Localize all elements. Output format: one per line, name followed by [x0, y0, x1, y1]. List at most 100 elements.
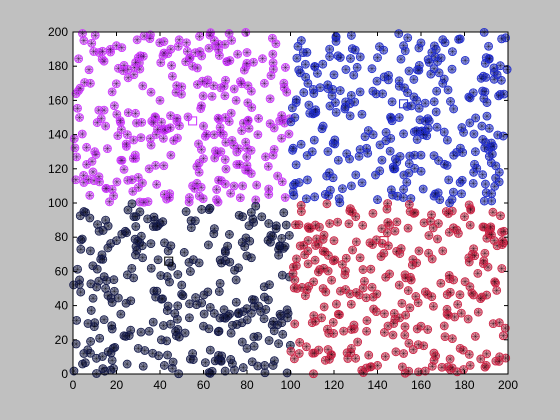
- data-point: [457, 189, 466, 199]
- data-point: [84, 65, 94, 75]
- data-point: [131, 57, 141, 67]
- data-point: [309, 277, 319, 287]
- data-point: [242, 48, 252, 57]
- y-tick-label: 140: [48, 128, 68, 142]
- data-point: [345, 111, 355, 121]
- data-point: [221, 137, 231, 147]
- data-point: [292, 53, 302, 63]
- data-point: [400, 322, 410, 332]
- data-point: [382, 228, 392, 238]
- data-point: [263, 161, 273, 171]
- data-point: [494, 91, 504, 101]
- data-point: [156, 271, 166, 280]
- data-point: [214, 287, 224, 296]
- data-point: [268, 64, 278, 74]
- data-point: [412, 135, 422, 144]
- data-point: [343, 354, 353, 363]
- data-point: [396, 54, 406, 64]
- data-point: [82, 159, 92, 169]
- data-point: [327, 91, 337, 101]
- square-marker: [379, 236, 389, 246]
- data-point: [146, 263, 156, 273]
- data-point: [184, 197, 194, 207]
- data-point: [289, 262, 298, 272]
- data-point: [498, 131, 508, 141]
- data-point: [89, 47, 99, 56]
- data-point: [121, 139, 131, 149]
- x-tick-label: 140: [367, 378, 387, 392]
- data-point: [313, 68, 322, 78]
- data-point: [291, 220, 300, 230]
- data-point: [315, 83, 325, 93]
- data-point: [129, 273, 139, 283]
- data-point: [376, 252, 386, 261]
- x-tick-label: 200: [498, 378, 518, 392]
- data-point: [229, 84, 239, 94]
- data-point: [138, 51, 148, 61]
- square-marker: [399, 99, 409, 109]
- data-point: [199, 121, 208, 131]
- data-point: [177, 280, 187, 290]
- data-point: [178, 291, 188, 301]
- data-point: [327, 275, 337, 285]
- data-point: [375, 140, 385, 150]
- data-point: [207, 91, 217, 101]
- data-point: [394, 113, 404, 122]
- data-point: [447, 334, 457, 344]
- data-point: [123, 73, 133, 83]
- data-point: [338, 184, 347, 193]
- data-point: [205, 302, 215, 312]
- data-point: [470, 147, 480, 157]
- data-point: [438, 246, 448, 256]
- data-point: [424, 248, 433, 258]
- data-point: [192, 300, 201, 310]
- data-point: [253, 130, 263, 140]
- data-point: [449, 150, 459, 160]
- data-point: [324, 168, 334, 178]
- data-point: [98, 254, 108, 264]
- data-point: [380, 309, 389, 319]
- data-point: [70, 143, 80, 153]
- data-point: [122, 130, 132, 140]
- data-point: [225, 56, 235, 65]
- data-point: [470, 251, 480, 261]
- data-point: [184, 313, 194, 323]
- data-point: [487, 189, 497, 199]
- data-point: [297, 283, 307, 292]
- data-point: [152, 179, 162, 189]
- x-tick-label: 180: [454, 378, 474, 392]
- data-point: [296, 201, 306, 210]
- data-point: [396, 244, 406, 253]
- data-point: [459, 365, 468, 374]
- data-point: [264, 184, 274, 194]
- data-point: [246, 86, 256, 96]
- data-point: [399, 129, 408, 139]
- data-point: [77, 234, 87, 244]
- data-point: [366, 264, 376, 274]
- data-point: [339, 326, 349, 336]
- data-point: [364, 350, 374, 360]
- data-point: [172, 81, 182, 91]
- data-point: [412, 126, 421, 136]
- data-point: [319, 263, 329, 273]
- data-point: [233, 49, 243, 59]
- data-point: [246, 208, 256, 217]
- data-point: [465, 360, 475, 370]
- data-point: [397, 362, 407, 372]
- data-point: [350, 97, 360, 107]
- data-point: [355, 145, 365, 154]
- data-point: [153, 255, 163, 265]
- data-point: [386, 134, 396, 143]
- data-point: [465, 282, 475, 292]
- data-point: [375, 42, 384, 52]
- data-point: [403, 223, 413, 233]
- data-point: [317, 124, 327, 134]
- data-point: [379, 328, 389, 337]
- data-point: [347, 325, 356, 334]
- data-point: [469, 129, 479, 139]
- data-point: [78, 359, 87, 369]
- data-point: [73, 264, 82, 274]
- data-point: [169, 136, 179, 145]
- data-point: [335, 86, 345, 95]
- data-point: [168, 357, 178, 367]
